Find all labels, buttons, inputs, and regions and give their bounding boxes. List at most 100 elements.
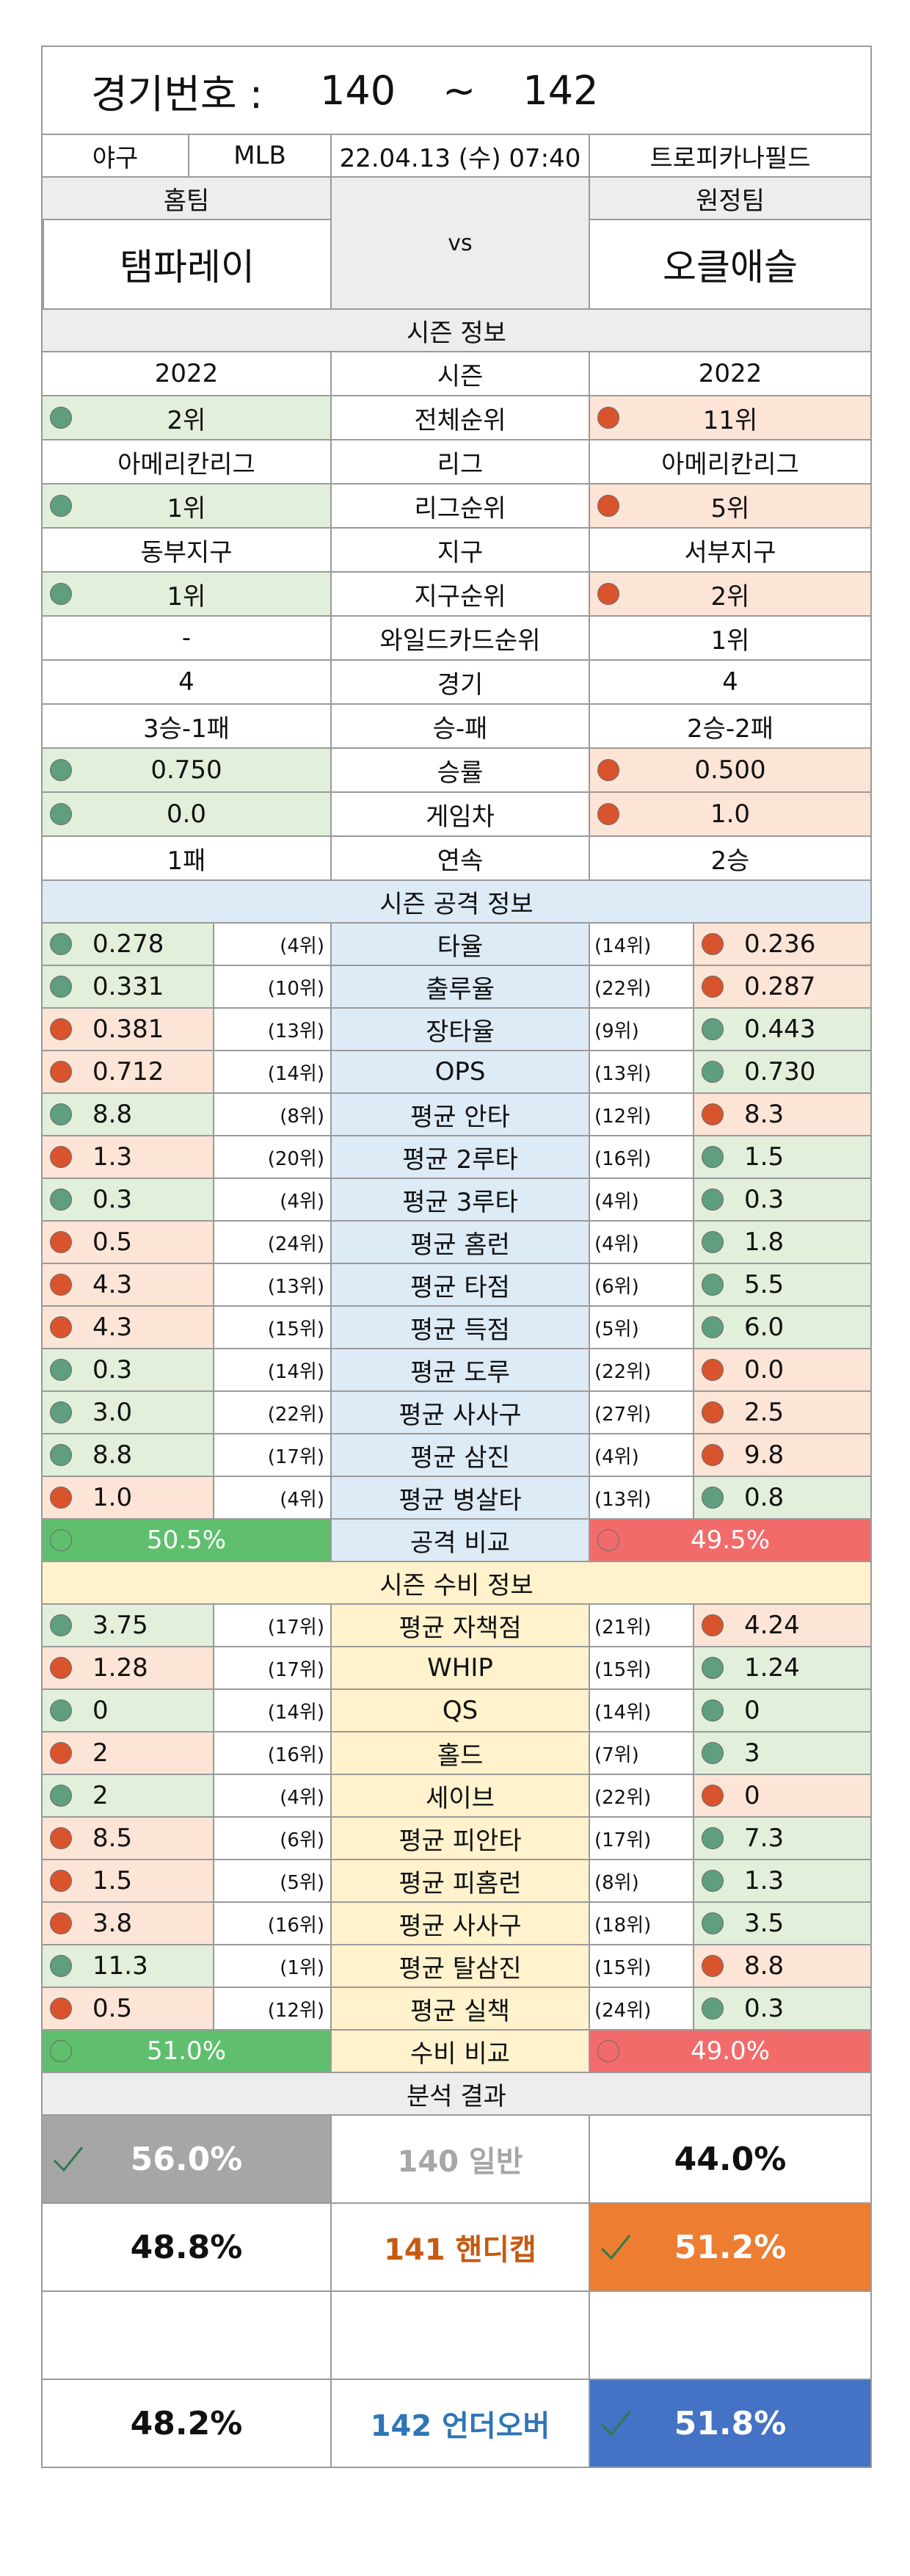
season-home-value: 1패	[167, 846, 206, 876]
season-home-cell: 1위	[43, 573, 330, 615]
offense-home-value-cell: 0.5	[43, 1222, 213, 1263]
offense-away-pct: 49.5%	[690, 1525, 770, 1555]
general-home-pct: 56.0%	[130, 2140, 243, 2178]
offense-away-rank: (9위)	[589, 1009, 693, 1050]
season-away-value: 2승-2패	[686, 714, 774, 744]
offense-away-value-cell: 8.3	[693, 1094, 870, 1135]
disadvantage-dot-icon	[597, 803, 619, 825]
disadvantage-dot-icon	[50, 1231, 72, 1253]
defense-away-rank: (22위)	[589, 1775, 693, 1816]
offense-home-rank: (22위)	[213, 1392, 330, 1433]
offense-compare-row: 50.5% 공격 비교 49.5%	[43, 1518, 870, 1561]
offense-away-rank: (13위)	[589, 1477, 693, 1518]
defense-row: 1.28 (17위) WHIP (15위) 1.24	[43, 1646, 870, 1688]
season-home-value: 동부지구	[140, 537, 233, 567]
disadvantage-dot-icon	[597, 407, 619, 429]
defense-away-value: 3	[744, 1738, 760, 1768]
game-number-from: 140	[320, 67, 396, 114]
defense-home-value: 0.5	[92, 1994, 133, 2023]
defense-away-value-cell: 7.3	[693, 1818, 870, 1859]
advantage-dot-icon	[50, 976, 72, 998]
offense-home-value-cell: 4.3	[43, 1264, 213, 1305]
game-number-to: 142	[523, 67, 599, 114]
defense-label: 평균 탈삼진	[330, 1945, 589, 1987]
advantage-dot-icon	[702, 1657, 724, 1679]
season-row: 동부지구 지구 서부지구	[43, 527, 870, 571]
offense-home-value-cell: 4.3	[43, 1307, 213, 1348]
offense-away-value-cell: 0.287	[693, 966, 870, 1007]
offense-away-value: 0.443	[744, 1015, 816, 1044]
offense-row: 0.3 (4위) 평균 3루타 (4위) 0.3	[43, 1178, 870, 1220]
defense-row: 8.5 (6위) 평균 피안타 (17위) 7.3	[43, 1816, 870, 1859]
advantage-dot-icon	[702, 1018, 724, 1040]
defense-home-rank: (1위)	[213, 1945, 330, 1987]
offense-row: 1.0 (4위) 평균 병살타 (13위) 0.8	[43, 1476, 870, 1518]
offense-label: 평균 3루타	[330, 1179, 589, 1220]
defense-label: 평균 피안타	[330, 1818, 589, 1859]
handicap-home-pct: 48.8%	[130, 2228, 243, 2266]
game-number-header: 경기번호 : 140 ~ 142	[43, 47, 870, 134]
defense-home-rank: (17위)	[213, 1605, 330, 1646]
offense-info-title: 시즌 공격 정보	[43, 881, 870, 922]
offense-home-value: 8.8	[92, 1100, 133, 1129]
offense-home-value: 8.8	[92, 1440, 133, 1470]
offense-home-value: 4.3	[92, 1270, 133, 1299]
offense-home-rank: (15위)	[213, 1307, 330, 1348]
season-label: 경기	[330, 661, 589, 703]
season-home-cell: 2위	[43, 396, 330, 439]
league-cell: MLB	[188, 135, 330, 176]
offense-label: 평균 병살타	[330, 1477, 589, 1518]
season-label: 리그	[330, 440, 589, 483]
season-away-value: 4	[722, 667, 738, 697]
season-row: 아메리칸리그 리그 아메리칸리그	[43, 439, 870, 483]
general-home-cell: 56.0%	[43, 2116, 330, 2202]
disadvantage-dot-icon	[597, 495, 619, 517]
disadvantage-dot-icon	[702, 1401, 724, 1423]
disadvantage-dot-icon	[597, 583, 619, 605]
defense-row: 1.5 (5위) 평균 피홈런 (8위) 1.3	[43, 1859, 870, 1901]
offense-away-value: 0.730	[744, 1057, 816, 1086]
offense-away-rank: (12위)	[589, 1094, 693, 1135]
advantage-dot-icon	[702, 1274, 724, 1296]
defense-row: 3.75 (17위) 평균 자책점 (21위) 4.24	[43, 1603, 870, 1646]
disadvantage-dot-icon	[50, 1487, 72, 1509]
defense-label: WHIP	[330, 1647, 589, 1688]
advantage-dot-icon	[50, 1444, 72, 1466]
defense-home-rank: (14위)	[213, 1690, 330, 1731]
disadvantage-dot-icon	[50, 1998, 72, 2020]
analysis-title: 분석 결과	[43, 2073, 870, 2114]
offense-home-pct: 50.5%	[146, 1525, 226, 1555]
general-away-pct: 44.0%	[589, 2116, 870, 2202]
offense-away-value-cell: 0.443	[693, 1009, 870, 1050]
disadvantage-dot-icon	[50, 1870, 72, 1892]
defense-away-value: 1.3	[744, 1866, 785, 1895]
season-away-value: 11위	[702, 405, 758, 435]
offense-away-value-cell: 6.0	[693, 1307, 870, 1348]
season-home-cell: 동부지구	[43, 529, 330, 571]
offense-away-rank: (22위)	[589, 1349, 693, 1390]
offense-home-value-cell: 0.3	[43, 1179, 213, 1220]
advantage-dot-icon	[702, 1998, 724, 2020]
offense-home-rank: (24위)	[213, 1222, 330, 1263]
defense-label: 평균 실책	[330, 1988, 589, 2029]
defense-away-value-cell: 0	[693, 1775, 870, 1816]
defense-label: 세이브	[330, 1775, 589, 1816]
advantage-dot-icon	[702, 1061, 724, 1083]
offense-away-value: 2.5	[744, 1398, 785, 1427]
offense-home-rank: (14위)	[213, 1349, 330, 1390]
offense-row: 0.278 (4위) 타율 (14위) 0.236	[43, 922, 870, 965]
disadvantage-dot-icon	[702, 976, 724, 998]
overunder-label: 142 언더오버	[330, 2380, 589, 2467]
offense-home-rank: (17위)	[213, 1434, 330, 1476]
season-label: 리그순위	[330, 485, 589, 527]
defense-label: 평균 자책점	[330, 1605, 589, 1646]
season-home-cell: 0.0	[43, 793, 330, 835]
offense-home-value-cell: 3.0	[43, 1392, 213, 1433]
advantage-dot-icon	[50, 1189, 72, 1211]
offense-row: 8.8 (8위) 평균 안타 (12위) 8.3	[43, 1092, 870, 1135]
advantage-dot-icon	[702, 1231, 724, 1253]
defense-away-rank: (8위)	[589, 1860, 693, 1901]
defense-home-value: 11.3	[92, 1951, 148, 1981]
advantage-dot-icon	[702, 1487, 724, 1509]
season-label: 와일드카드순위	[330, 617, 589, 659]
